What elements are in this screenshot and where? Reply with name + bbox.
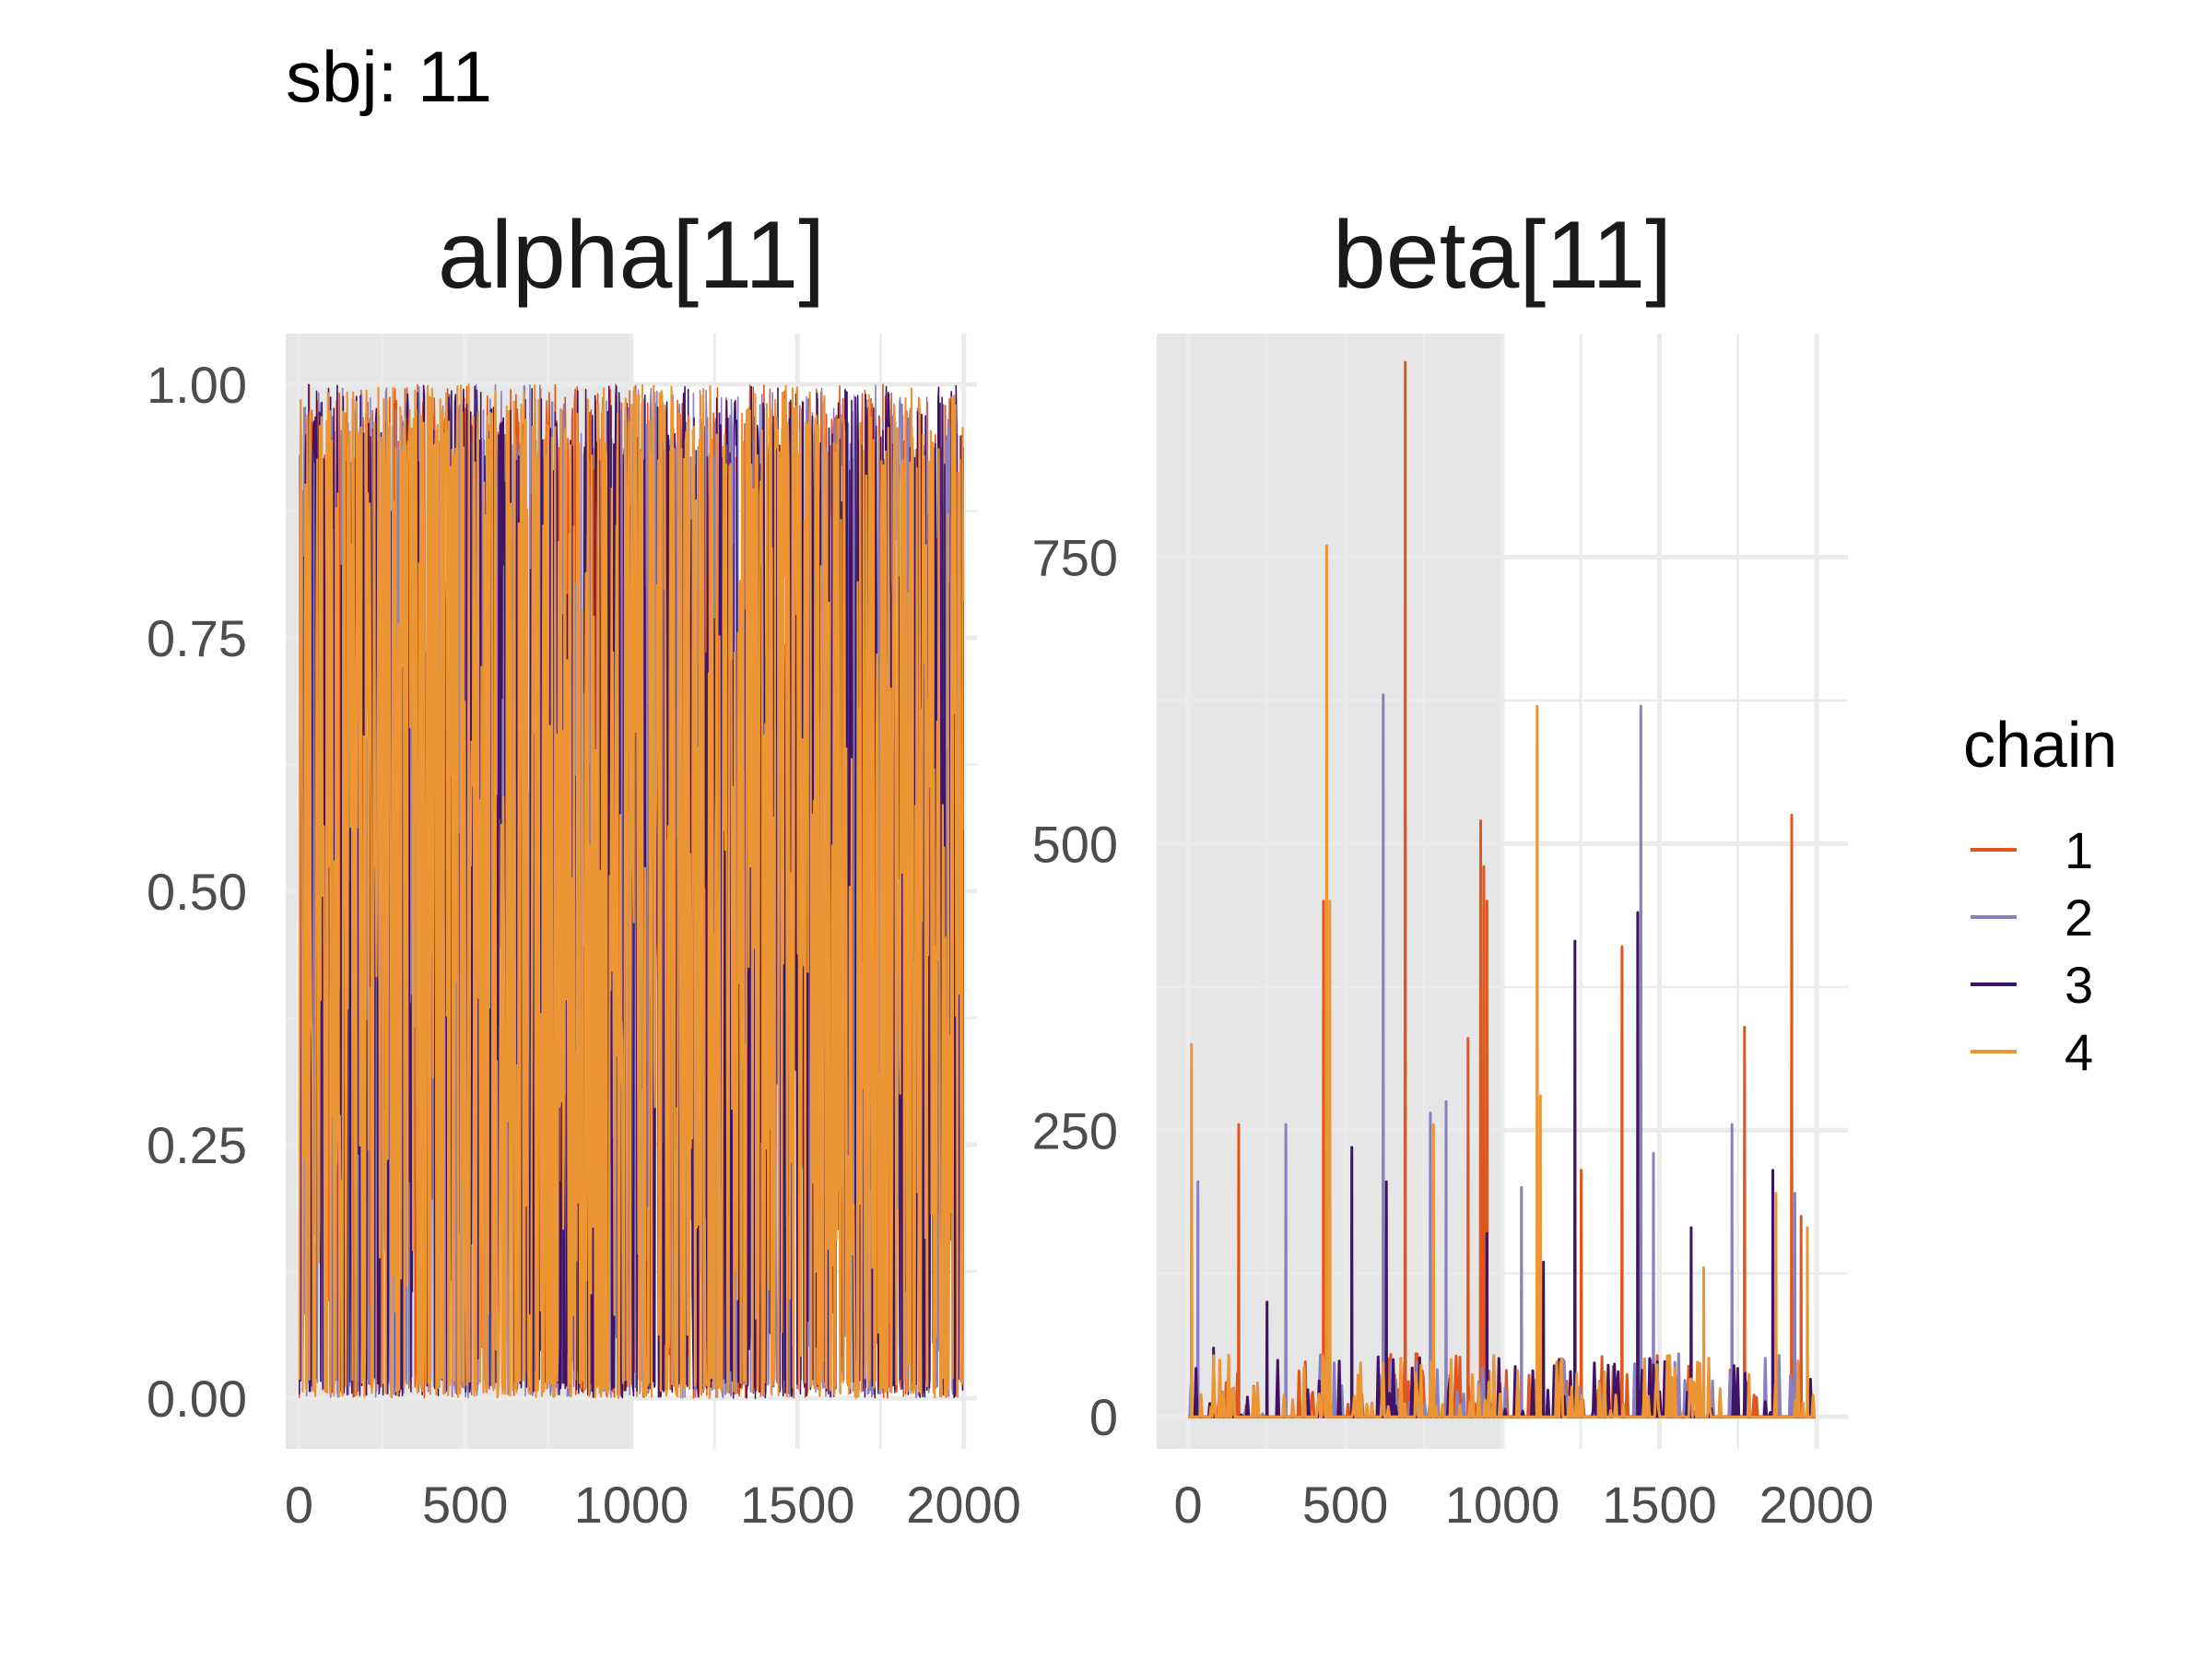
x-tick-label-2: 1000 [574, 1476, 689, 1534]
x-tick-label-1: 500 [422, 1476, 508, 1534]
y-tick-label-1: 250 [1032, 1101, 1118, 1159]
legend-label-4: 4 [2065, 1023, 2093, 1081]
y-tick-label-0: 0.00 [147, 1370, 247, 1428]
y-tick-label-3: 750 [1032, 528, 1118, 586]
legend-items: 1 2 3 4 [1971, 821, 2093, 1081]
x-tick-label-1: 500 [1302, 1476, 1388, 1534]
x-tick-label-2: 1000 [1445, 1476, 1560, 1534]
x-tick-label-0: 0 [285, 1476, 313, 1534]
legend-label-2: 2 [2065, 888, 2093, 947]
traces-1 [1188, 360, 1816, 1418]
panel-alpha: alpha[11] 0.00 0.25 0.50 0.75 1.00 0 500 1000 15… [147, 202, 1021, 1534]
trace-chain-4 [298, 383, 965, 1400]
y-tick-label-2: 0.50 [147, 863, 247, 921]
panel-title-beta: beta[11] [1333, 202, 1672, 309]
x-tick-label-4: 2000 [906, 1476, 1021, 1534]
y-tick-label-4: 1.00 [147, 356, 247, 414]
trace-chain-4 [1188, 544, 1816, 1418]
traces-0 [298, 383, 965, 1400]
legend: chain 1 2 3 4 [1963, 709, 2117, 1081]
legend-label-3: 3 [2065, 956, 2093, 1014]
figure-title: sbj: 11 [286, 36, 492, 117]
y-tick-label-0: 0 [1089, 1388, 1118, 1446]
x-tick-label-4: 2000 [1759, 1476, 1875, 1534]
x-tick-label-3: 1500 [1602, 1476, 1717, 1534]
y-tick-label-2: 500 [1032, 815, 1118, 873]
legend-title: chain [1963, 709, 2117, 781]
legend-label-1: 1 [2065, 821, 2093, 879]
panel-title-alpha: alpha[11] [438, 202, 825, 309]
y-tick-label-1: 0.25 [147, 1116, 247, 1174]
panel-beta: beta[11] 0 250 500 750 0 500 1000 1500 2000 [1032, 202, 1875, 1534]
x-tick-label-0: 0 [1174, 1476, 1203, 1534]
y-tick-label-3: 0.75 [147, 609, 247, 667]
x-tick-label-3: 1500 [740, 1476, 855, 1534]
